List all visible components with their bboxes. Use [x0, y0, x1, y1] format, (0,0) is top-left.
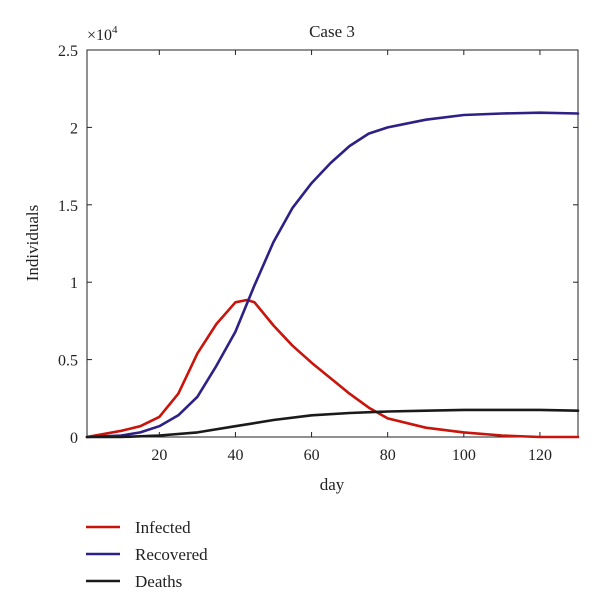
series-line-deaths — [85, 408, 580, 439]
x-tick-label: 100 — [452, 447, 476, 464]
legend-label-recovered: Recovered — [135, 545, 208, 564]
x-tick-label: 80 — [380, 447, 396, 464]
y-axis-label: Individuals — [23, 205, 42, 282]
y-tick-label: 0 — [70, 430, 78, 447]
legend: Infected Recovered Deaths — [86, 518, 208, 591]
y-tick-label: 1 — [70, 275, 78, 292]
series-lines — [85, 111, 580, 439]
plot-area — [86, 49, 579, 438]
y-scale-exponent: 4 — [112, 24, 118, 36]
x-tick-label: 20 — [151, 447, 167, 464]
chart-title: Case 3 — [309, 22, 355, 41]
y-scale-label: ×104 — [87, 24, 118, 44]
x-axis-ticks: 20 40 60 80 100 120 — [151, 50, 552, 464]
x-tick-label: 60 — [304, 447, 320, 464]
y-axis-ticks: 0 0.5 1 1.5 2 2.5 — [58, 43, 578, 447]
x-axis-label: day — [320, 475, 345, 494]
y-scale-base: ×10 — [87, 27, 112, 44]
y-tick-label: 1.5 — [58, 198, 78, 215]
series-line-infected — [85, 298, 580, 439]
legend-label-deaths: Deaths — [135, 572, 182, 591]
series-line-recovered — [85, 111, 580, 439]
y-tick-label: 2 — [70, 120, 78, 137]
y-tick-label: 0.5 — [58, 353, 78, 370]
x-tick-label: 40 — [227, 447, 243, 464]
legend-label-infected: Infected — [135, 518, 191, 537]
x-tick-label: 120 — [528, 447, 552, 464]
y-tick-label: 2.5 — [58, 43, 78, 60]
